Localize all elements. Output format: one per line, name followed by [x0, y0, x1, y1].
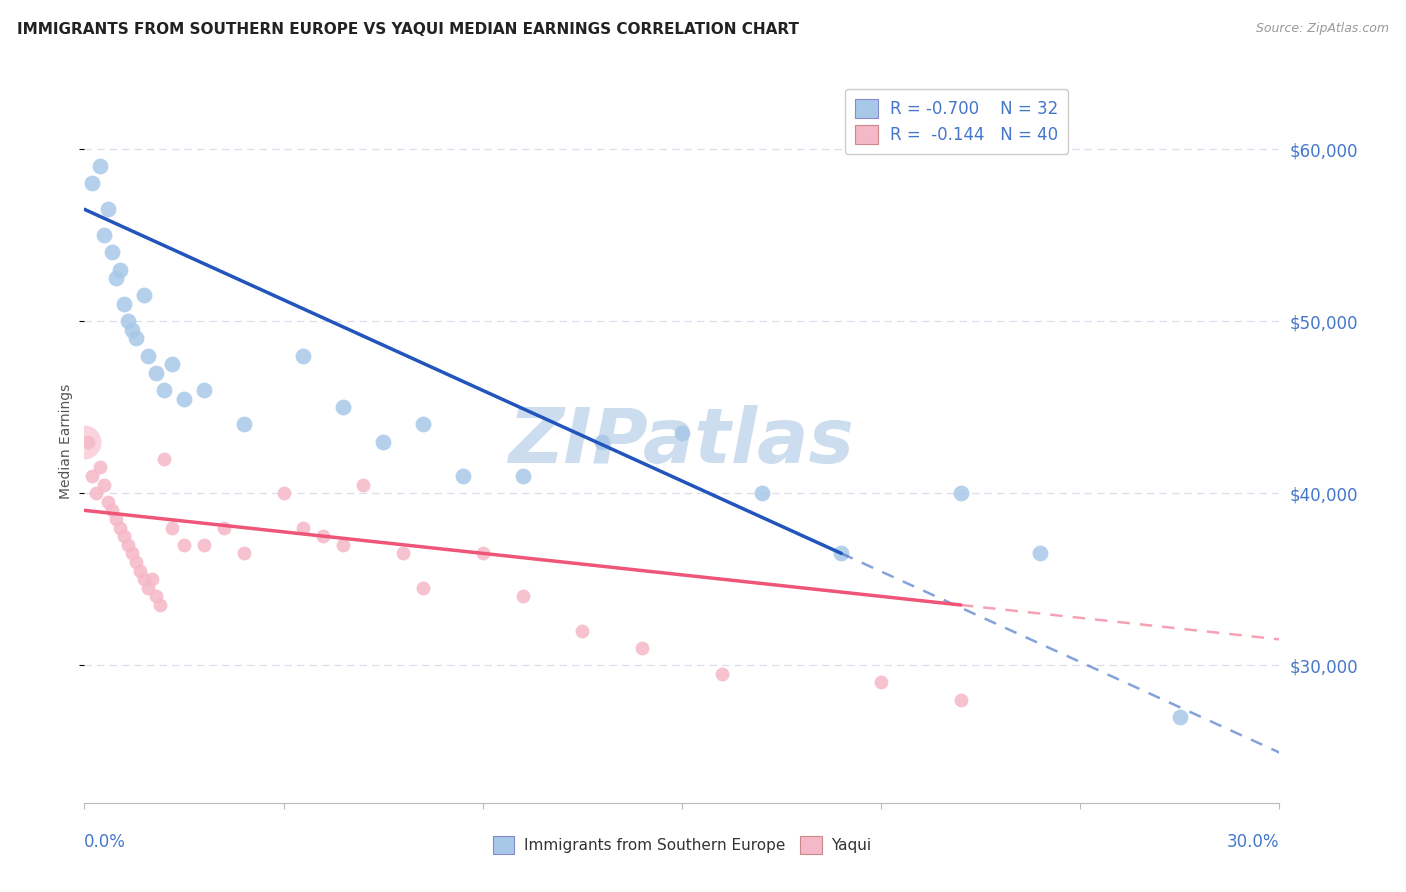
Point [82, 177, 104, 191]
Point [212, 520, 235, 534]
Point [451, 469, 474, 483]
Point [136, 581, 159, 595]
Point [352, 477, 374, 491]
Point [173, 392, 195, 406]
Point [273, 486, 295, 500]
Point [631, 640, 654, 655]
Point [193, 538, 215, 552]
Point [153, 383, 176, 397]
Point [512, 590, 534, 604]
Point [160, 520, 183, 534]
Point [86, 486, 108, 500]
Point [949, 486, 972, 500]
Point [373, 434, 395, 449]
Point [870, 675, 893, 690]
Point [110, 262, 132, 277]
Point [332, 400, 354, 414]
Point [136, 349, 159, 363]
Point [73, 434, 96, 449]
Text: 30.0%: 30.0% [1227, 833, 1279, 851]
Point [830, 546, 852, 560]
Point [412, 581, 434, 595]
Point [101, 245, 124, 260]
Point [89, 460, 111, 475]
Point [121, 323, 143, 337]
Point [193, 383, 215, 397]
Text: ZIPatlas: ZIPatlas [509, 405, 855, 478]
Point [591, 434, 613, 449]
Point [232, 546, 254, 560]
Point [101, 503, 124, 517]
Point [125, 555, 148, 569]
Point [97, 202, 120, 217]
Point [710, 666, 733, 681]
Point [671, 425, 693, 440]
Point [471, 546, 494, 560]
Y-axis label: Median Earnings: Median Earnings [59, 384, 73, 500]
Point [332, 538, 354, 552]
Point [153, 451, 176, 466]
Point [751, 486, 773, 500]
Point [292, 349, 315, 363]
Point [412, 417, 434, 432]
Point [292, 520, 315, 534]
Point [121, 546, 143, 560]
Point [105, 271, 128, 285]
Text: 0.0%: 0.0% [84, 833, 127, 851]
Point [173, 538, 195, 552]
Point [93, 477, 115, 491]
Point [312, 529, 335, 543]
Point [112, 297, 135, 311]
Point [132, 572, 156, 586]
Point [512, 469, 534, 483]
Point [77, 434, 100, 449]
Text: IMMIGRANTS FROM SOUTHERN EUROPE VS YAQUI MEDIAN EARNINGS CORRELATION CHART: IMMIGRANTS FROM SOUTHERN EUROPE VS YAQUI… [17, 22, 799, 37]
Point [160, 357, 183, 371]
Point [949, 692, 972, 706]
Point [141, 572, 163, 586]
Point [1029, 546, 1052, 560]
Point [129, 564, 152, 578]
Point [93, 228, 115, 243]
Point [132, 288, 156, 302]
Point [145, 590, 167, 604]
Legend: Immigrants from Southern Europe, Yaqui: Immigrants from Southern Europe, Yaqui [486, 830, 877, 860]
Point [105, 512, 128, 526]
Point [110, 520, 132, 534]
Point [117, 314, 139, 328]
Point [1168, 710, 1191, 724]
Point [145, 366, 167, 380]
Point [232, 417, 254, 432]
Point [97, 494, 120, 508]
Point [82, 469, 104, 483]
Point [571, 624, 593, 638]
Text: Source: ZipAtlas.com: Source: ZipAtlas.com [1256, 22, 1389, 36]
Point [112, 529, 135, 543]
Point [392, 546, 415, 560]
Point [1149, 830, 1171, 845]
Point [117, 538, 139, 552]
Point [125, 331, 148, 345]
Point [149, 598, 172, 612]
Point [89, 159, 111, 173]
